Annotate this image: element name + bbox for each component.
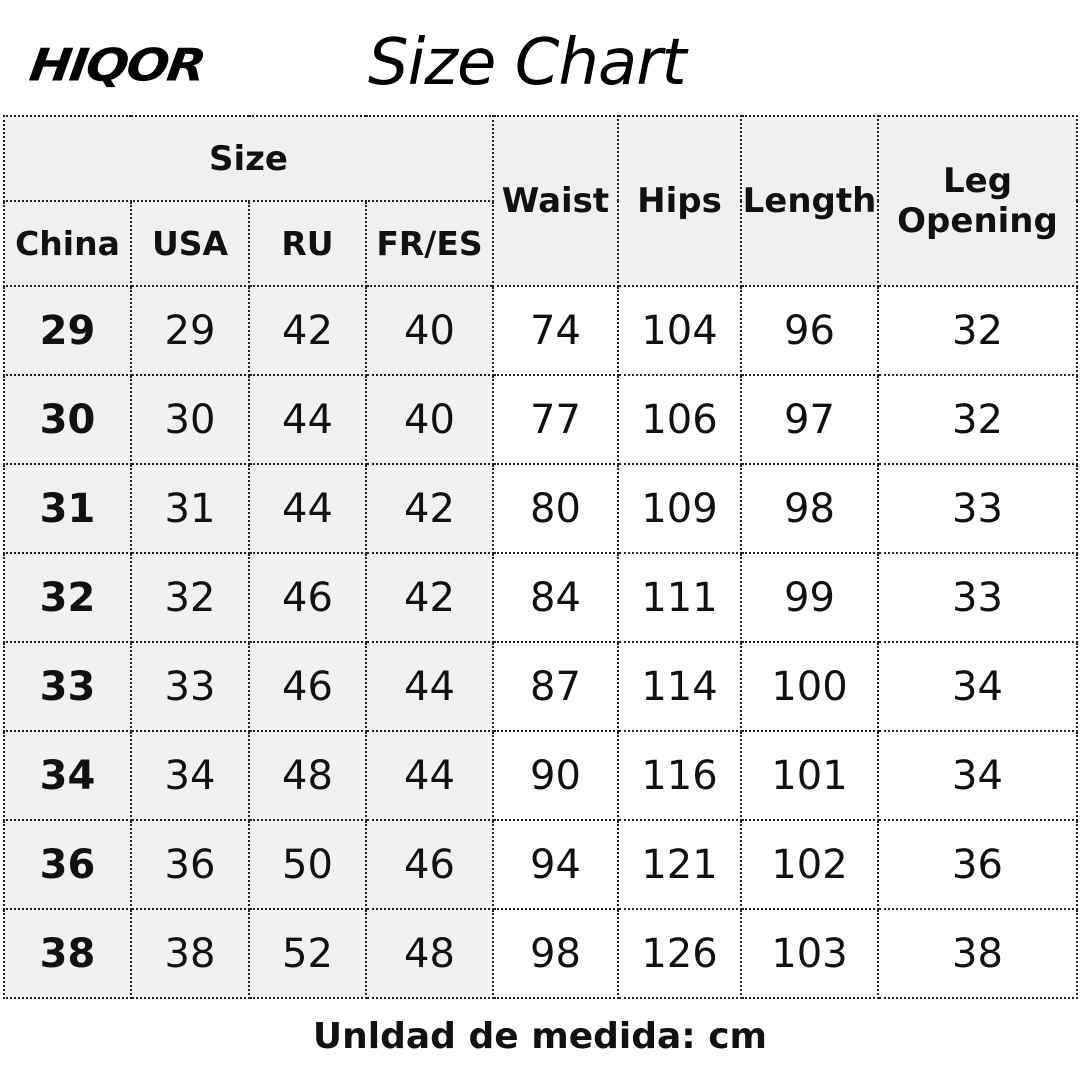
table-row: 32 32 46 42 84 111 99 33 [3, 552, 1078, 643]
cell-china: 34 [3, 730, 132, 821]
cell-fr-es: 44 [365, 641, 494, 732]
cell-ru: 44 [248, 374, 367, 465]
header-ru: RU [248, 200, 367, 287]
cell-china: 30 [3, 374, 132, 465]
table-row: 29 29 42 40 74 104 96 32 [3, 285, 1078, 376]
cell-fr-es: 42 [365, 463, 494, 554]
cell-hips: 111 [617, 552, 742, 643]
cell-ru: 44 [248, 463, 367, 554]
cell-ru: 52 [248, 908, 367, 999]
unit-note: Unldad de medida: cm [312, 1016, 768, 1057]
table-row: 38 38 52 48 98 126 103 38 [3, 908, 1078, 999]
cell-leg-opening: 33 [877, 463, 1078, 554]
cell-usa: 38 [130, 908, 250, 999]
cell-leg-opening: 32 [877, 285, 1078, 376]
cell-length: 101 [740, 730, 879, 821]
cell-ru: 48 [248, 730, 367, 821]
cell-fr-es: 44 [365, 730, 494, 821]
cell-length: 97 [740, 374, 879, 465]
cell-usa: 31 [130, 463, 250, 554]
size-table: Size Waist Hips Length Leg Opening China … [3, 115, 1078, 999]
header-usa: USA [130, 200, 250, 287]
cell-waist: 87 [492, 641, 619, 732]
cell-waist: 74 [492, 285, 619, 376]
cell-waist: 90 [492, 730, 619, 821]
cell-hips: 104 [617, 285, 742, 376]
cell-length: 99 [740, 552, 879, 643]
cell-waist: 80 [492, 463, 619, 554]
cell-waist: 77 [492, 374, 619, 465]
header-leg-opening-line1: Leg [942, 161, 1013, 201]
header-leg-opening: Leg Opening [877, 115, 1078, 287]
cell-fr-es: 42 [365, 552, 494, 643]
cell-ru: 46 [248, 552, 367, 643]
header-length: Length [740, 115, 879, 287]
cell-leg-opening: 34 [877, 730, 1078, 821]
cell-length: 98 [740, 463, 879, 554]
header-hips: Hips [617, 115, 742, 287]
header-size: Size [3, 115, 494, 202]
table-row: 31 31 44 42 80 109 98 33 [3, 463, 1078, 554]
cell-length: 102 [740, 819, 879, 910]
cell-hips: 116 [617, 730, 742, 821]
cell-ru: 50 [248, 819, 367, 910]
cell-leg-opening: 38 [877, 908, 1078, 999]
cell-usa: 29 [130, 285, 250, 376]
header-leg-opening-line2: Opening [897, 201, 1058, 241]
page-title: Size Chart [368, 26, 687, 100]
brand-logo: HIQOR [26, 38, 208, 92]
cell-leg-opening: 34 [877, 641, 1078, 732]
cell-fr-es: 40 [365, 285, 494, 376]
header-waist: Waist [492, 115, 619, 287]
cell-fr-es: 46 [365, 819, 494, 910]
cell-length: 96 [740, 285, 879, 376]
cell-usa: 32 [130, 552, 250, 643]
cell-usa: 34 [130, 730, 250, 821]
cell-china: 32 [3, 552, 132, 643]
cell-length: 103 [740, 908, 879, 999]
cell-leg-opening: 32 [877, 374, 1078, 465]
cell-hips: 109 [617, 463, 742, 554]
cell-hips: 126 [617, 908, 742, 999]
cell-waist: 84 [492, 552, 619, 643]
cell-hips: 106 [617, 374, 742, 465]
cell-leg-opening: 33 [877, 552, 1078, 643]
table-row: 33 33 46 44 87 114 100 34 [3, 641, 1078, 732]
cell-leg-opening: 36 [877, 819, 1078, 910]
cell-ru: 42 [248, 285, 367, 376]
table-row: 30 30 44 40 77 106 97 32 [3, 374, 1078, 465]
cell-china: 38 [3, 908, 132, 999]
table-row: 34 34 48 44 90 116 101 34 [3, 730, 1078, 821]
cell-hips: 121 [617, 819, 742, 910]
cell-hips: 114 [617, 641, 742, 732]
cell-waist: 98 [492, 908, 619, 999]
cell-usa: 30 [130, 374, 250, 465]
cell-china: 36 [3, 819, 132, 910]
cell-usa: 36 [130, 819, 250, 910]
cell-china: 31 [3, 463, 132, 554]
cell-waist: 94 [492, 819, 619, 910]
cell-fr-es: 40 [365, 374, 494, 465]
header-china: China [3, 200, 132, 287]
table-row: 36 36 50 46 94 121 102 36 [3, 819, 1078, 910]
header-fr-es: FR/ES [365, 200, 494, 287]
cell-ru: 46 [248, 641, 367, 732]
cell-length: 100 [740, 641, 879, 732]
cell-usa: 33 [130, 641, 250, 732]
cell-china: 29 [3, 285, 132, 376]
cell-china: 33 [3, 641, 132, 732]
cell-fr-es: 48 [365, 908, 494, 999]
